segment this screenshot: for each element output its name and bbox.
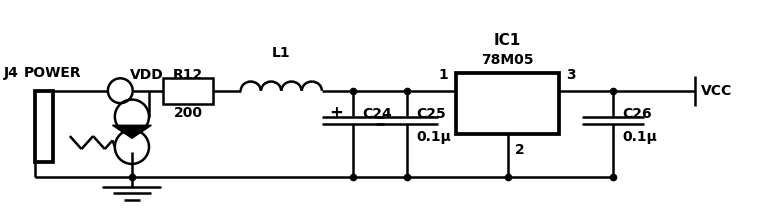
Text: 1: 1: [438, 68, 449, 82]
Text: +: +: [329, 104, 343, 122]
Text: 200: 200: [174, 106, 203, 120]
Text: C25: C25: [417, 108, 446, 121]
Text: 78M05: 78M05: [481, 53, 534, 67]
Text: 2: 2: [515, 143, 525, 157]
Text: C24: C24: [362, 108, 392, 121]
Text: 0.1μ: 0.1μ: [622, 130, 657, 144]
Bar: [456, 73, 559, 134]
Text: J4: J4: [4, 66, 19, 80]
Text: 0.1μ: 0.1μ: [417, 130, 452, 144]
Bar: [35, 91, 53, 162]
Text: VDD: VDD: [130, 68, 163, 82]
Text: IC1: IC1: [494, 33, 521, 48]
Text: VCC: VCC: [701, 84, 732, 98]
Text: POWER: POWER: [23, 66, 81, 80]
Text: L1: L1: [272, 46, 291, 60]
Text: 3: 3: [566, 68, 576, 82]
Text: C26: C26: [622, 108, 652, 121]
Polygon shape: [113, 125, 151, 138]
Text: R12: R12: [173, 68, 203, 82]
Bar: [163, 78, 213, 104]
